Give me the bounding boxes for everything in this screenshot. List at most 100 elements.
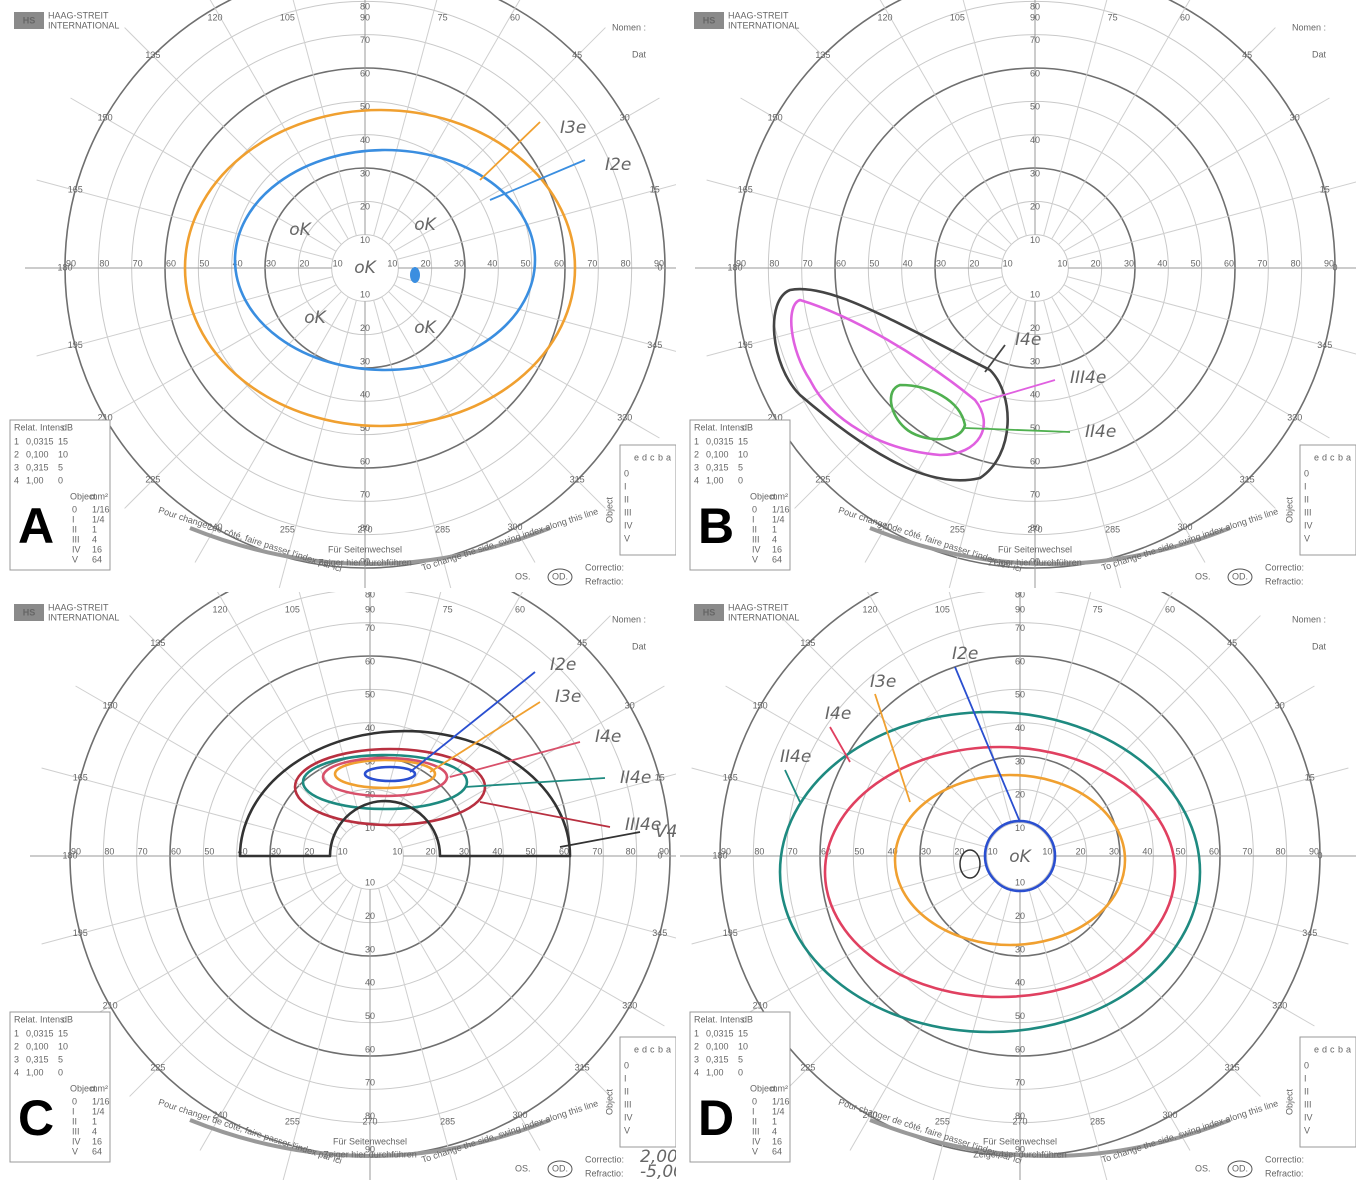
refraction-label: Refractio:: [585, 576, 624, 586]
angle-label: 60: [510, 12, 520, 22]
radius-label: 40: [1030, 390, 1040, 400]
angle-label: 345: [1317, 340, 1332, 350]
filter-label: a: [666, 452, 671, 462]
footer-fr: Pour changer de côté, faire passer l'ind…: [157, 1097, 343, 1166]
note: oK: [289, 220, 312, 240]
table-cell: 16: [772, 1136, 782, 1146]
brand-name: HAAG-STREIT: [728, 602, 789, 612]
footer-de: Für Seitenwechsel: [328, 544, 402, 554]
radius-label: 70: [1257, 258, 1267, 268]
brand-name: HAAG-STREIT: [48, 10, 109, 20]
radius-label: 30: [454, 258, 464, 268]
angle-label: 210: [753, 1000, 768, 1010]
isopter-label: V4e: [655, 822, 688, 842]
table-cell: III: [752, 534, 760, 544]
panel-letter: B: [698, 498, 734, 554]
radius-label: 10: [360, 290, 370, 300]
radius-label: 70: [1030, 490, 1040, 500]
table-cell: IV: [752, 544, 761, 554]
radius-label: 80: [1015, 1111, 1025, 1121]
footer-fr: Pour changer de côté, faire passer l'ind…: [157, 505, 343, 574]
footer-en: To change the side, swing index along th…: [420, 1098, 599, 1165]
radius-label: 80: [360, 523, 370, 533]
angle-label: 165: [73, 773, 88, 783]
object-row: IV: [624, 1112, 633, 1122]
os-label: OS.: [1195, 571, 1211, 581]
object-row: IV: [1304, 520, 1313, 530]
angle-label: 330: [622, 1000, 637, 1010]
os-label: OS.: [1195, 1163, 1211, 1173]
table-cell: 1: [772, 1116, 777, 1126]
table-cell: 1/16: [772, 1096, 790, 1106]
correction-label: Correctio:: [585, 1154, 624, 1164]
od-label: OD.: [1232, 571, 1248, 581]
footer-de: Für Seitenwechsel: [998, 544, 1072, 554]
angle-label: 165: [723, 773, 738, 783]
radius-label: 70: [360, 35, 370, 45]
table-header: Relat. Intens.: [14, 422, 67, 432]
radius-label: 70: [365, 623, 375, 633]
angle-label: 150: [98, 112, 113, 122]
table-cell: 0,0315: [706, 1028, 734, 1038]
refraction-label: Refractio:: [585, 1168, 624, 1178]
name-field: Nomen :: [612, 22, 646, 32]
radius-label: 70: [592, 846, 602, 856]
table-cell: 1: [92, 1116, 97, 1126]
refraction-label: Refractio:: [1265, 576, 1304, 586]
table-cell: 0,0315: [26, 436, 54, 446]
isopter-label: I2e: [605, 155, 631, 175]
brand-name: INTERNATIONAL: [48, 612, 119, 622]
radius-label: 60: [1030, 68, 1040, 78]
table-cell: 0: [72, 504, 77, 514]
filter-label: a: [1346, 1044, 1351, 1054]
radius-label: 50: [854, 846, 864, 856]
table-cell: I: [752, 1106, 755, 1116]
table-cell: 0,100: [26, 449, 49, 459]
radius-label: 60: [1015, 1044, 1025, 1054]
table-cell: 0: [58, 1067, 63, 1077]
filter-label: d: [642, 1044, 647, 1054]
radius-label: 50: [1030, 102, 1040, 112]
table-cell: 5: [738, 1054, 743, 1064]
table-cell: 1/16: [92, 504, 110, 514]
panel-letter: D: [698, 1090, 734, 1146]
isopter-label: II4e: [620, 768, 651, 788]
angle-label: 315: [575, 1063, 590, 1073]
table-header: mm²: [90, 1083, 108, 1093]
table-cell: 0,0315: [26, 1028, 54, 1038]
radius-label: 60: [365, 656, 375, 666]
table-header: dB: [62, 422, 73, 432]
table-cell: 0,315: [26, 462, 49, 472]
table-cell: 1: [694, 1028, 699, 1038]
radius-label: 40: [903, 258, 913, 268]
table-cell: 64: [92, 1146, 102, 1156]
angle-label: 300: [1177, 522, 1192, 532]
filter-label: d: [1322, 452, 1327, 462]
table-header: mm²: [770, 1083, 788, 1093]
table-cell: IV: [72, 1136, 81, 1146]
angle-label: 135: [815, 50, 830, 60]
radius-label: 10: [1015, 878, 1025, 888]
radius-label: 40: [1015, 723, 1025, 733]
object-row: IV: [624, 520, 633, 530]
radius-label: 60: [836, 258, 846, 268]
table-cell: 16: [92, 1136, 102, 1146]
radius-label: 80: [1030, 523, 1040, 533]
object-row: III: [624, 507, 632, 517]
angle-label: 315: [1240, 475, 1255, 485]
radius-label: 60: [1015, 656, 1025, 666]
table-cell: 3: [14, 1054, 19, 1064]
table-header: mm²: [770, 491, 788, 501]
chart-clip: 0153045607590105120135150165180195210225…: [10, 516, 710, 1180]
isopter-label: I3e: [560, 118, 586, 138]
isopter-label: III4e: [1070, 368, 1106, 388]
logo: HS: [703, 607, 716, 617]
table-cell: 2: [694, 1041, 699, 1051]
note: oK: [414, 318, 437, 338]
radius-label: 60: [1209, 846, 1219, 856]
object-row: V: [1304, 533, 1310, 543]
object-row: I: [624, 1073, 627, 1083]
object-row: II: [1304, 1086, 1309, 1096]
date-field: Dat: [632, 49, 647, 59]
correction-label: Correctio:: [585, 562, 624, 572]
